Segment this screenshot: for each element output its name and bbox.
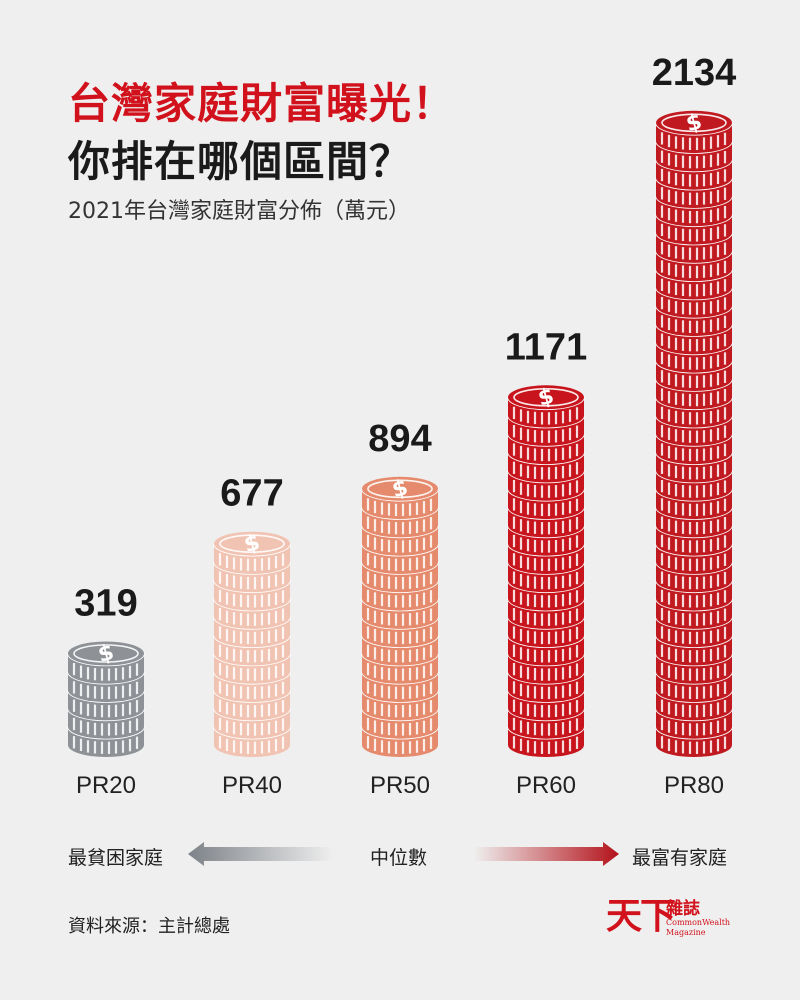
category-label-pr40: PR40 [222, 772, 282, 799]
logo-english-1: CommonWealth [666, 918, 731, 927]
coin-stack-pr20: $ [67, 640, 145, 757]
coin-stack-pr40: $ [213, 530, 291, 757]
title-line-2: 你排在哪個區間？ [68, 137, 413, 186]
logo-english-2: Magazine [666, 928, 706, 937]
dollar-icon: $ [95, 640, 116, 668]
value-label-pr50: 894 [368, 418, 431, 460]
coin-stack-pr50: $ [361, 475, 439, 757]
dollar-icon: $ [683, 109, 704, 137]
logo-subtitle: 雜誌 [666, 899, 700, 919]
value-label-pr80: 2134 [652, 52, 737, 94]
title-line-1: 台灣家庭財富曝光！ [68, 79, 456, 128]
source-note: 資料來源：主計總處 [68, 916, 230, 937]
logo-mark: 天下 [606, 895, 676, 937]
arrow-left-icon [188, 842, 333, 866]
dollar-icon: $ [389, 475, 410, 503]
coin-stack-chart: $319 PR20 $677 PR40 $894 PR50 $1171 PR60 $2134 PR… [67, 52, 737, 799]
dollar-icon: $ [241, 530, 262, 558]
legend-poorest-label: 最貧困家庭 [68, 847, 164, 869]
commonwealth-logo: 天下 雜誌 CommonWealth Magazine [606, 892, 746, 944]
value-label-pr40: 677 [220, 473, 283, 515]
legend-richest-label: 最富有家庭 [632, 847, 728, 869]
coin-stack-pr60: $ [507, 384, 585, 757]
coin-stack-pr80: $ [655, 109, 733, 757]
value-label-pr60: 1171 [505, 326, 587, 368]
arrow-right-icon [474, 842, 619, 866]
legend-median-label: 中位數 [370, 847, 428, 869]
category-label-pr80: PR80 [664, 772, 724, 799]
category-label-pr60: PR60 [516, 772, 576, 799]
chart-subtitle: 2021年台灣家庭財富分佈（萬元） [68, 199, 410, 224]
category-label-pr50: PR50 [370, 772, 430, 799]
category-label-pr20: PR20 [76, 772, 136, 799]
dollar-icon: $ [535, 384, 556, 412]
value-label-pr20: 319 [74, 583, 137, 625]
